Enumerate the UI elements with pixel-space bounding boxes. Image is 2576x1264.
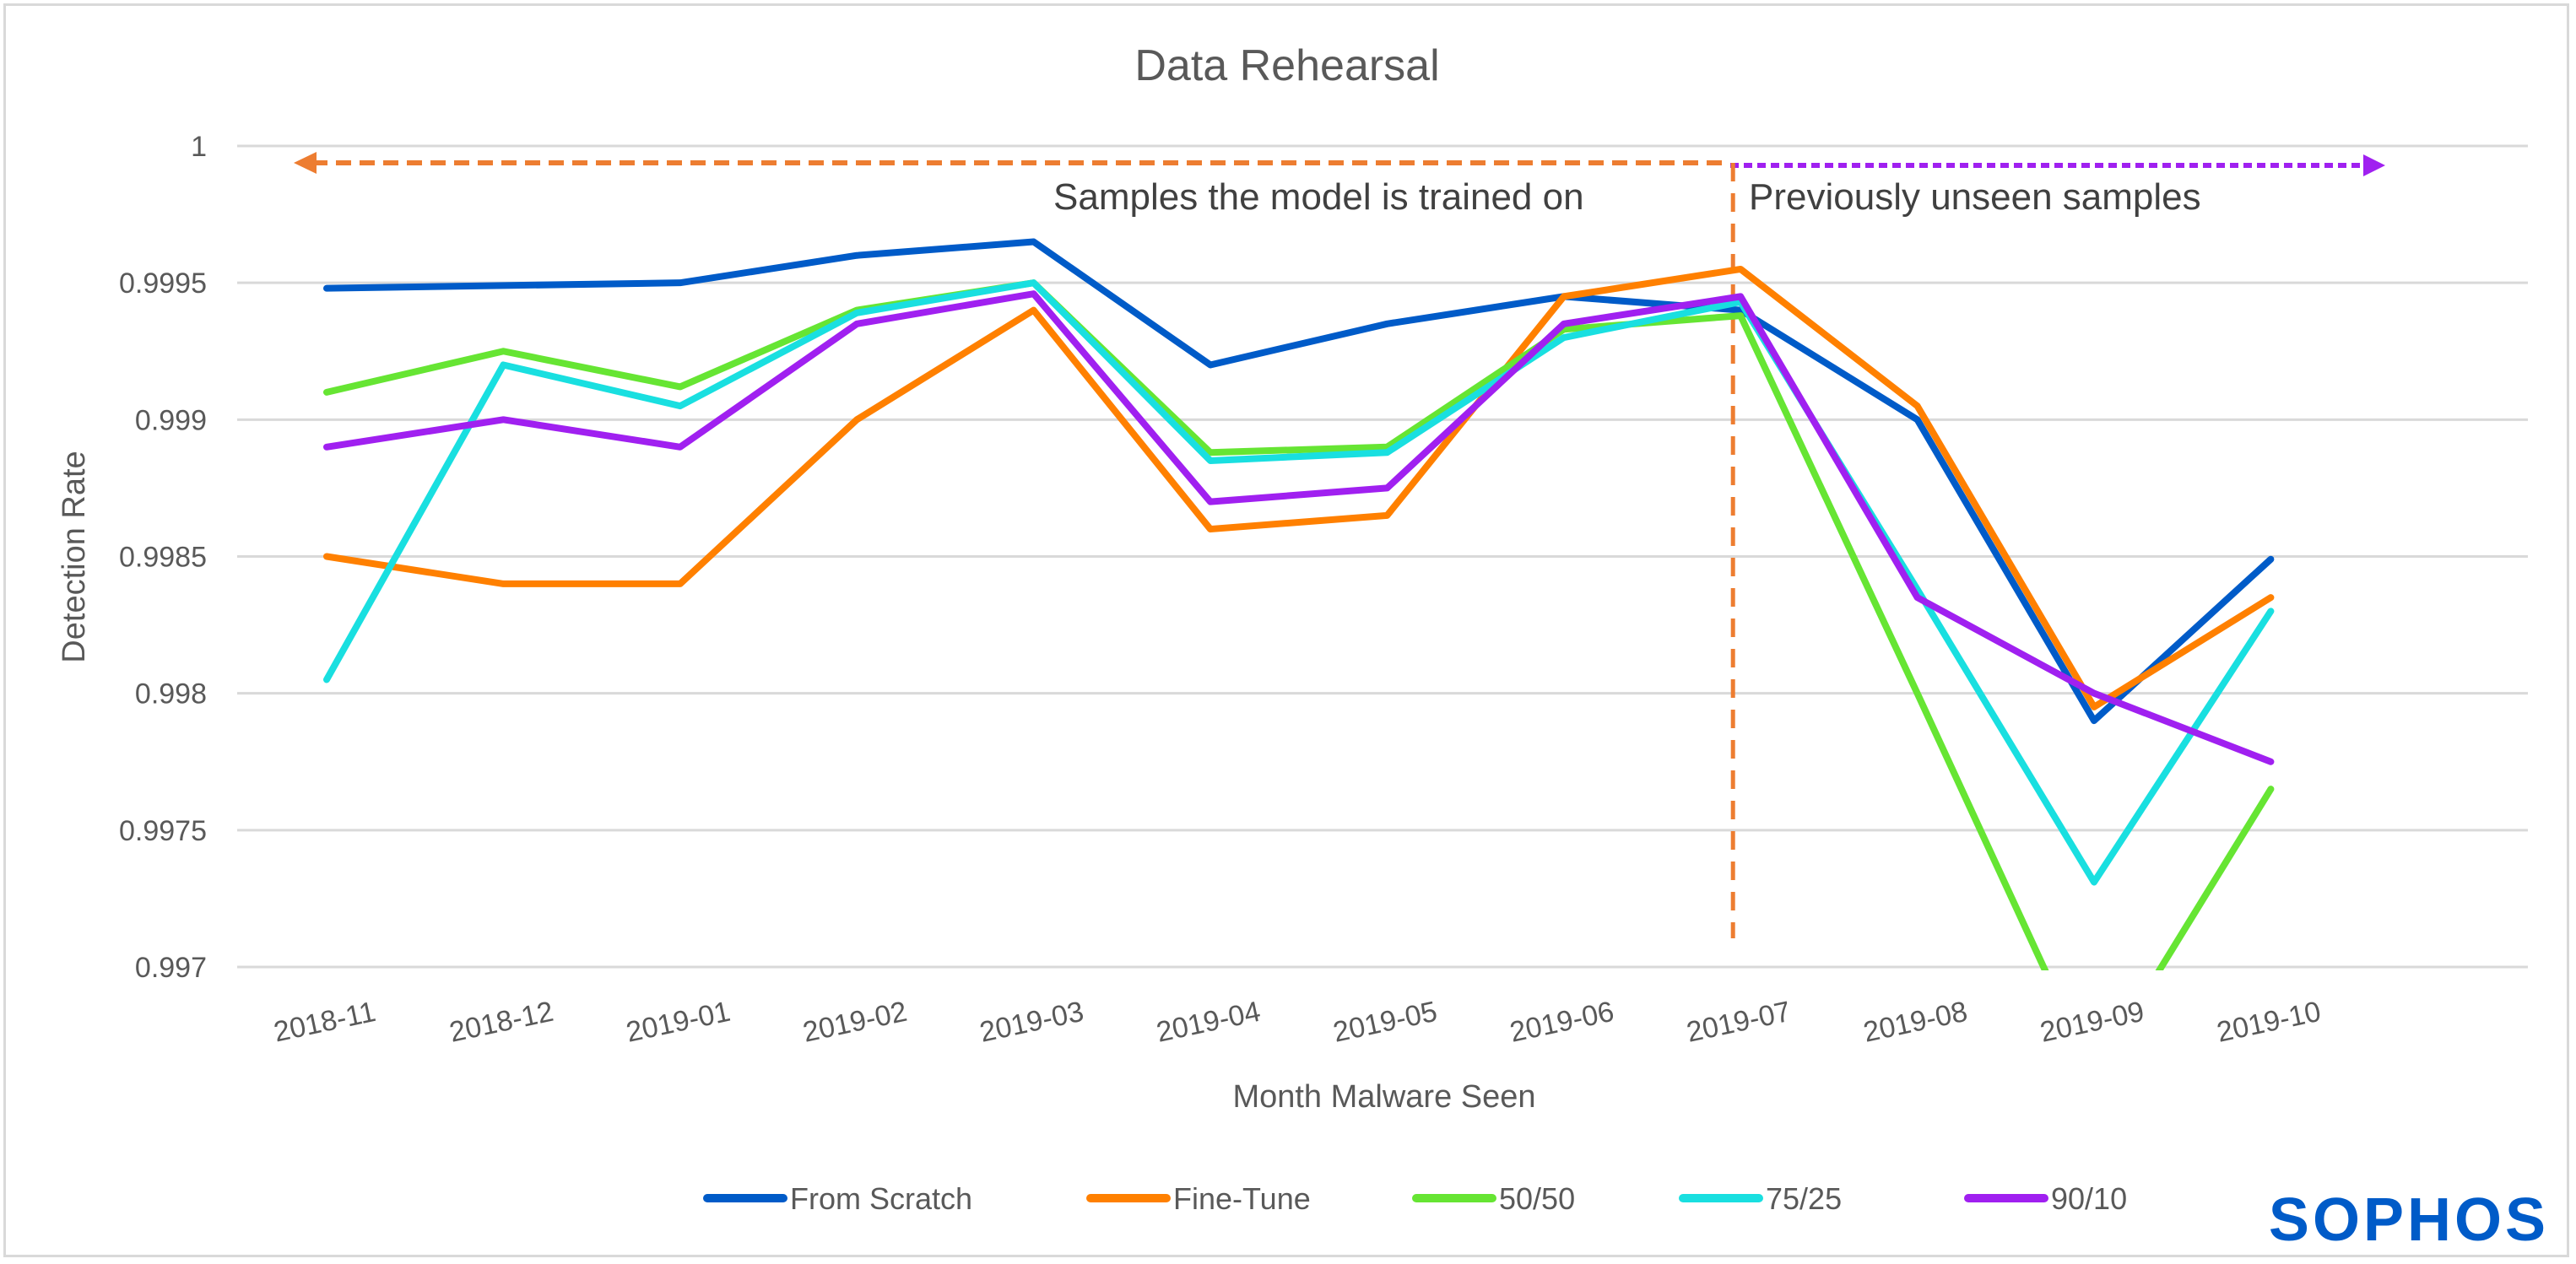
legend-label-fine-tune: Fine-Tune bbox=[1173, 1181, 1311, 1216]
right-arrow-head-icon bbox=[2363, 154, 2385, 176]
x-tick-label: 2019-03 bbox=[977, 996, 1086, 1049]
left-arrow-head-icon bbox=[294, 152, 317, 174]
y-axis-label: Detection Rate bbox=[57, 451, 92, 662]
y-tick-label: 0.998 bbox=[135, 678, 207, 710]
x-tick-label: 2019-09 bbox=[2038, 996, 2147, 1049]
y-tick-label: 0.9995 bbox=[119, 267, 207, 300]
x-tick-label: 2018-12 bbox=[446, 996, 556, 1049]
y-tick-label: 0.9985 bbox=[119, 542, 207, 574]
legend-label-from-scratch: From Scratch bbox=[790, 1181, 972, 1216]
chart-title: Data Rehearsal bbox=[1134, 41, 1439, 90]
x-axis-label: Month Malware Seen bbox=[1232, 1079, 1535, 1115]
y-tick-label: 0.9975 bbox=[119, 815, 207, 847]
y-axis-ticks: 1 0.9995 0.999 0.9985 0.998 0.9975 0.997 bbox=[119, 131, 207, 984]
x-tick-label: 2019-02 bbox=[800, 996, 910, 1049]
x-tick-label: 2019-10 bbox=[2214, 996, 2324, 1049]
legend: From Scratch Fine-Tune 50/50 75/25 90/10 bbox=[703, 1181, 2127, 1216]
unseen-samples-label: Previously unseen samples bbox=[1749, 176, 2201, 218]
x-tick-label: 2019-04 bbox=[1154, 996, 1264, 1049]
gridlines bbox=[237, 144, 2528, 969]
sophos-logo: SOPHOS bbox=[2269, 1186, 2549, 1254]
y-tick-label: 1 bbox=[191, 131, 207, 163]
series-line-fine-tune bbox=[323, 265, 2275, 710]
y-tick-label: 0.999 bbox=[135, 404, 207, 436]
x-tick-label: 2019-08 bbox=[1860, 996, 1970, 1049]
x-tick-label: 2019-06 bbox=[1507, 996, 1617, 1049]
x-tick-label: 2019-05 bbox=[1330, 996, 1440, 1049]
x-axis-ticks: 2018-11 2018-12 2019-01 2019-02 2019-03 2019-… bbox=[271, 996, 2324, 1049]
legend-label-90-10: 90/10 bbox=[2051, 1181, 2127, 1216]
training-samples-label: Samples the model is trained on bbox=[1053, 176, 1584, 218]
series-line-75-25 bbox=[323, 279, 2275, 886]
x-tick-label: 2018-11 bbox=[271, 996, 378, 1049]
series-line-50-50 bbox=[323, 279, 2275, 970]
x-tick-label: 2019-07 bbox=[1684, 996, 1794, 1049]
series-lines bbox=[323, 238, 2275, 970]
series-line-from-scratch bbox=[323, 238, 2275, 725]
chart-frame bbox=[3, 3, 2569, 1257]
x-tick-label: 2019-01 bbox=[624, 996, 733, 1049]
legend-label-50-50: 50/50 bbox=[1499, 1181, 1575, 1216]
series-line-90-10 bbox=[323, 290, 2275, 765]
legend-label-75-25: 75/25 bbox=[1766, 1181, 1842, 1216]
y-tick-label: 0.997 bbox=[135, 952, 207, 984]
annotations: Samples the model is trained on Previous… bbox=[294, 152, 2385, 938]
